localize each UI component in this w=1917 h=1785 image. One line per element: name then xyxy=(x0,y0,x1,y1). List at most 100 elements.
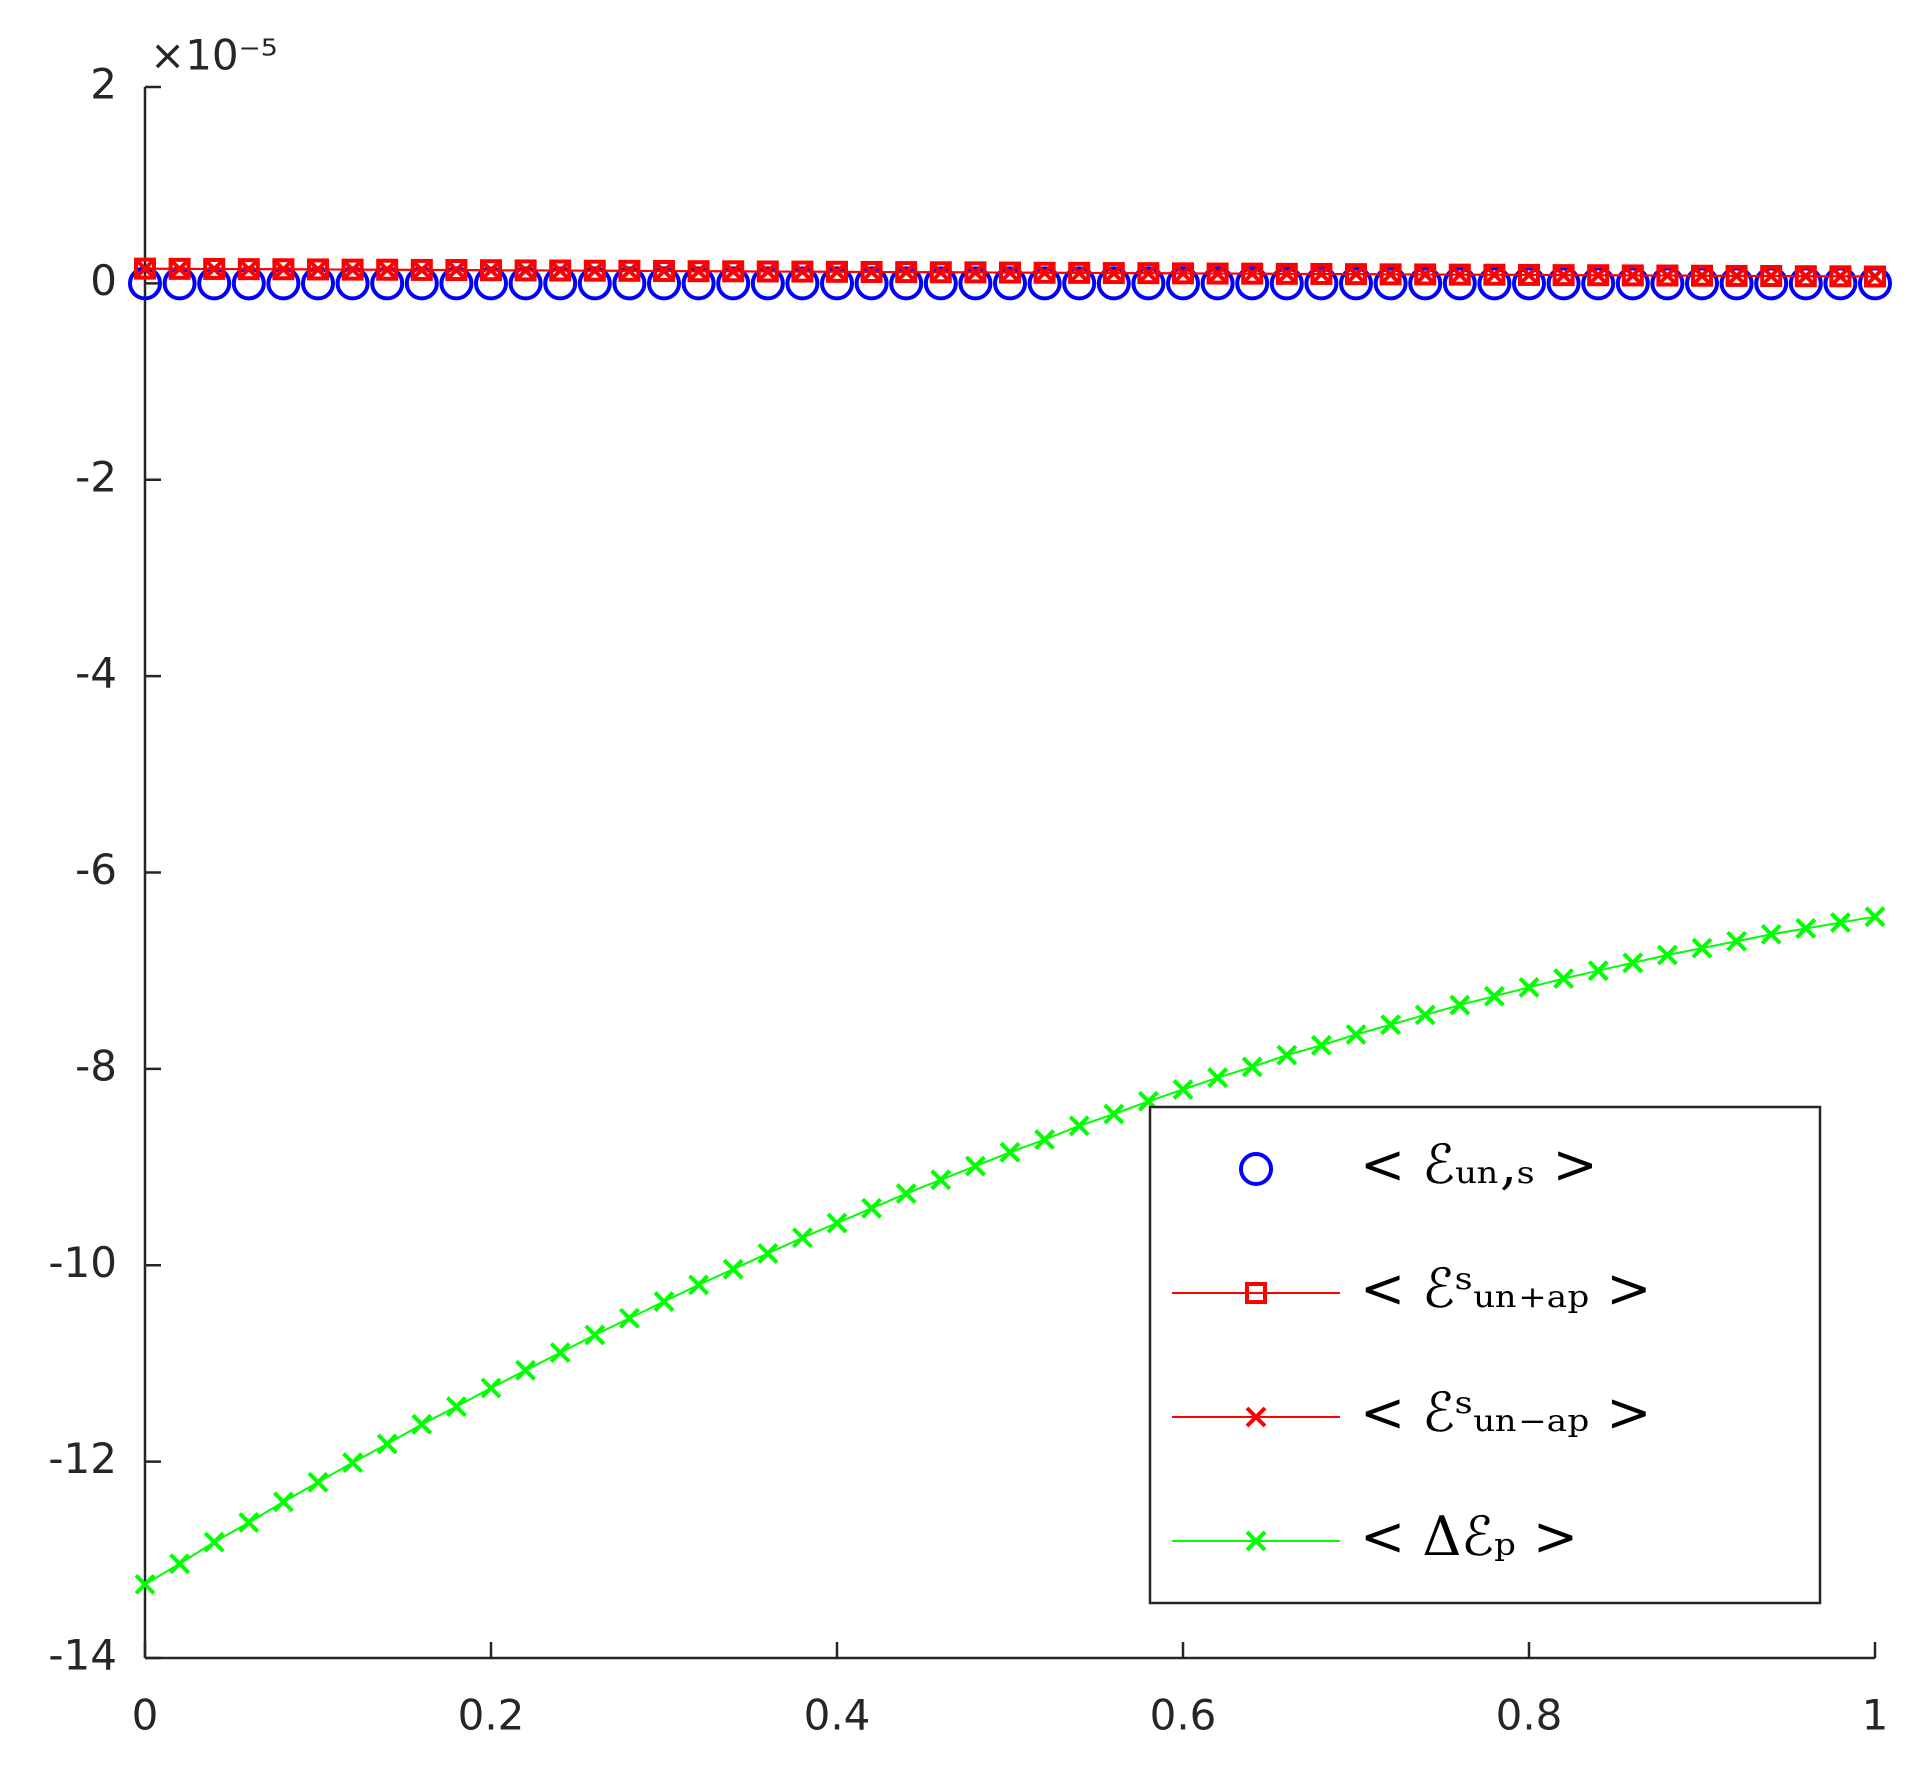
marker xyxy=(1380,1014,1402,1036)
marker xyxy=(1068,1115,1090,1137)
marker xyxy=(1373,266,1408,301)
marker xyxy=(272,1491,294,1513)
marker xyxy=(750,266,785,301)
marker xyxy=(342,259,364,281)
marker xyxy=(376,1433,398,1455)
marker xyxy=(1380,263,1402,285)
marker xyxy=(203,1531,225,1553)
marker xyxy=(1477,266,1512,301)
marker xyxy=(930,261,952,283)
marker xyxy=(895,1183,917,1204)
marker xyxy=(445,259,467,281)
marker xyxy=(1137,262,1159,284)
marker xyxy=(1241,1056,1263,1078)
marker xyxy=(445,1396,467,1418)
marker xyxy=(1339,266,1373,301)
marker xyxy=(1027,266,1062,301)
marker xyxy=(1276,263,1298,285)
marker xyxy=(1062,266,1097,301)
marker xyxy=(757,1243,779,1264)
marker xyxy=(1345,263,1367,285)
marker xyxy=(203,258,225,280)
marker xyxy=(1622,265,1644,286)
marker xyxy=(1587,960,1609,982)
marker xyxy=(1276,1044,1298,1066)
marker xyxy=(1587,264,1609,286)
x-tick-label: 0.6 xyxy=(1150,1691,1217,1740)
marker xyxy=(480,259,502,281)
marker xyxy=(618,260,640,282)
marker xyxy=(785,266,820,301)
marker xyxy=(1310,1034,1332,1056)
marker xyxy=(653,1291,675,1312)
marker xyxy=(716,266,751,301)
x-tick-label: 0 xyxy=(132,1691,159,1740)
marker xyxy=(826,261,848,283)
legend-label: < ℰˢᵤₙ₋ₐₚ > xyxy=(1360,1381,1652,1444)
marker xyxy=(584,260,606,282)
marker xyxy=(1449,994,1471,1016)
marker xyxy=(1864,266,1886,287)
marker xyxy=(1269,266,1304,301)
marker xyxy=(238,1512,260,1533)
marker xyxy=(1166,266,1200,301)
marker xyxy=(618,1307,640,1329)
marker xyxy=(958,266,993,301)
marker xyxy=(923,266,958,301)
marker xyxy=(1096,266,1131,301)
legend-marker xyxy=(1245,1530,1267,1552)
marker xyxy=(411,259,433,281)
marker xyxy=(791,261,813,283)
marker xyxy=(1172,262,1194,284)
marker xyxy=(411,1413,433,1435)
x-tick-label: 0.2 xyxy=(458,1691,525,1740)
marker xyxy=(964,261,986,283)
marker xyxy=(1518,976,1540,998)
marker xyxy=(515,1359,537,1381)
marker xyxy=(1103,1103,1125,1125)
y-tick-label: 2 xyxy=(90,60,117,109)
y-tick-label: -8 xyxy=(75,1041,117,1090)
marker xyxy=(1656,265,1678,286)
marker xyxy=(515,259,537,281)
marker xyxy=(1483,985,1505,1007)
marker xyxy=(169,1553,191,1575)
marker xyxy=(854,266,889,301)
y-tick-label: -4 xyxy=(75,649,117,698)
marker xyxy=(930,1169,952,1191)
marker xyxy=(757,261,779,282)
marker xyxy=(889,266,924,301)
y-tick-label: 0 xyxy=(90,256,117,305)
marker xyxy=(861,1197,883,1219)
marker xyxy=(1581,266,1616,301)
marker xyxy=(1034,262,1056,284)
marker xyxy=(964,1155,986,1177)
marker xyxy=(1408,266,1443,301)
y-tick-label: -6 xyxy=(75,845,117,894)
x-tick-label: 1 xyxy=(1862,1691,1889,1740)
marker xyxy=(1483,264,1505,286)
legend-label: < ℰˢᵤₙ₊ₐₚ > xyxy=(1360,1257,1652,1320)
marker xyxy=(722,1258,744,1280)
marker xyxy=(1546,266,1581,301)
marker xyxy=(1449,264,1471,286)
marker xyxy=(1829,912,1851,933)
marker xyxy=(1795,265,1817,287)
marker xyxy=(1622,952,1644,974)
marker xyxy=(688,260,710,282)
marker xyxy=(826,1212,848,1234)
marker xyxy=(549,1342,571,1364)
marker xyxy=(1235,266,1270,301)
marker xyxy=(1414,264,1436,285)
marker xyxy=(1414,1004,1436,1026)
marker xyxy=(1518,264,1540,286)
marker xyxy=(342,1452,364,1474)
marker xyxy=(134,258,156,280)
marker xyxy=(1200,266,1235,301)
marker xyxy=(1207,263,1229,284)
y-exponent: ×10⁻⁵ xyxy=(150,31,278,80)
marker xyxy=(1034,1129,1056,1150)
legend-label: < Δℰₚ > xyxy=(1360,1505,1578,1568)
legend-label: < ℰᵤₙ,ₛ > xyxy=(1360,1133,1598,1196)
